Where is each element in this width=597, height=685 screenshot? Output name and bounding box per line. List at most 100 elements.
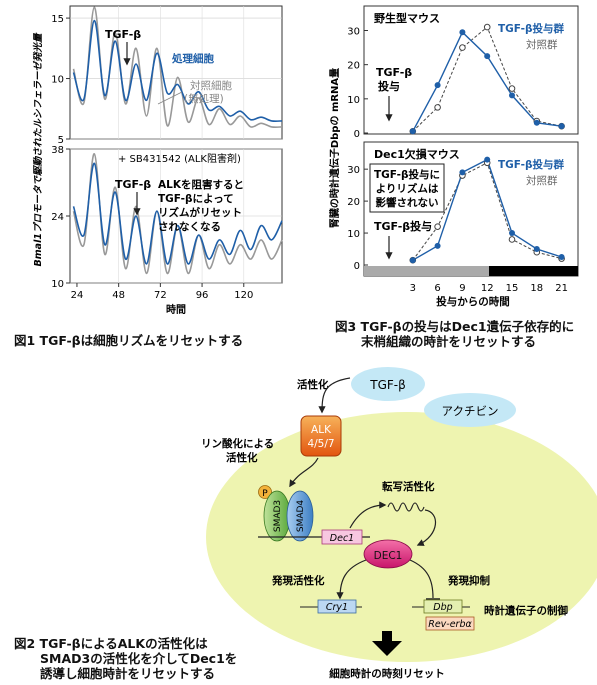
fig2-tgf-label: TGF-β (369, 378, 406, 392)
fig2-transcription-label: 転写活性化 (382, 480, 435, 493)
fig1-note: ALKを阻害すると TGF-βによって リズムがリセット されなくなる (158, 178, 244, 233)
fig2-alk-label-1: ALK (311, 424, 332, 436)
fig3-treated-point (533, 119, 540, 126)
fig1-y-tick-label: 38 (51, 145, 64, 156)
fig2-caption-line-1: 図2 TGF-βによるALKの活性化は (14, 636, 208, 651)
fig3-control-point (459, 44, 466, 51)
fig3-y-tick-label: 20 (347, 61, 360, 72)
fig2-dec1-gene-label: Dec1 (330, 533, 354, 544)
fig1-inhibitor-label: + SB431542 (ALK阻害剤) (118, 152, 241, 165)
fig1-legend-control-1: 対照細胞 (190, 79, 232, 92)
fig2-smad4-label: SMAD4 (296, 500, 306, 533)
fig1-caption: 図1 TGF-βは細胞リズムをリセットする (14, 333, 244, 348)
fig1-x-tick-label: 48 (112, 290, 125, 301)
fig3-treated-point (409, 128, 416, 135)
fig1-top-tgf-label: TGF-β (105, 28, 141, 41)
fig3-y-tick-label: 0 (354, 129, 360, 140)
fig3-treated-point (434, 242, 441, 249)
fig2-smad4 (286, 490, 314, 542)
fig3-treated-point (434, 82, 441, 89)
fig2-dec1-protein-label: DEC1 (374, 550, 403, 562)
fig2-clock-control-label: 時計遺伝子の制御 (484, 604, 568, 617)
fig3-treated-point (509, 92, 515, 99)
fig2-ligand-arrow (318, 377, 351, 414)
fig3-y-tick-label: 0 (354, 261, 360, 272)
fig1-y-tick-label: 10 (51, 75, 64, 86)
fig2-phospho-mark (258, 485, 272, 499)
fig3-control-point (434, 223, 441, 230)
fig1-legend-control-leader (157, 91, 183, 105)
fig3-x-tick-label: 18 (530, 283, 543, 294)
fig2-transcription-arrow (349, 501, 387, 529)
fig3-note-line-3: 影響されない (376, 196, 439, 209)
fig1-bottom-series (72, 152, 283, 275)
fig1-ylabel: Bmal1プロモータで駆動されたルシフェラーゼ発光量 (32, 32, 44, 266)
fig2-dbp-box (423, 599, 463, 614)
fig1-x-tick-label: 72 (154, 290, 167, 301)
fig3-y-tick-label: 10 (347, 229, 360, 240)
fig3-treated-point (509, 230, 515, 237)
fig3-top-title: 野生型マウス (374, 11, 440, 25)
fig3-caption-line-1: 図3 TGF-βの投与はDec1遺伝子依存的に (335, 319, 575, 334)
fig2-cry1-label: Cry1 (326, 602, 348, 613)
fig3-top-panel-frame (363, 5, 579, 135)
fig3-ylabel: 腎臓の時計遺伝子Dbpの mRNA量 (328, 68, 341, 228)
fig1-y-tick-label: 15 (51, 14, 64, 25)
fig1-top-grid (70, 6, 282, 140)
fig1: Bmal1プロモータで駆動されたルシフェラーゼ発光量 5 10 15 TGF-β 処… (32, 5, 283, 316)
fig2-smad3-label: SMAD3 (273, 500, 283, 532)
fig3-treated-point (558, 254, 565, 261)
fig2-dec1-protein (363, 539, 413, 569)
fig3-light-phase-bar (364, 266, 489, 276)
fig2-rev-box (425, 616, 475, 631)
fig2-activin-label: アクチビン (442, 404, 499, 418)
fig2-repression-line (409, 559, 434, 599)
fig2-caption-line-2: SMAD3の活性化を介してDec1を (40, 651, 238, 666)
fig1-top-series (72, 6, 283, 128)
fig1-series-line (72, 6, 283, 128)
fig1-xlabel: 時間 (166, 303, 186, 316)
fig3-bottom-dose: TGF-β投与 (374, 219, 432, 233)
fig3-top-y-ticks: 0 10 20 30 (347, 27, 368, 140)
fig1-series-line (72, 19, 283, 122)
fig2-tgf-bubble (351, 367, 425, 401)
fig3-bottom-legend-control: 対照群 (526, 174, 558, 187)
fig1-note-line-3: リズムがリセット (158, 206, 242, 219)
fig3-top-series (409, 23, 565, 135)
fig1-note-line-1: ALKを阻害すると (158, 178, 244, 191)
fig2-alk-label-2: 4/5/7 (307, 438, 334, 450)
fig2-alk-to-smad-arrow (289, 457, 319, 488)
fig2-activation-arrow (336, 559, 367, 600)
fig3-y-tick-label: 30 (347, 27, 360, 38)
fig1-series-line (72, 162, 283, 265)
fig1-bottom-tgf-label: TGF-β (115, 178, 151, 191)
fig2-cell (206, 412, 597, 662)
fig3-note-line-2: よりリズムは (376, 182, 439, 195)
fig1-note-line-2: TGF-βによって (158, 193, 234, 205)
fig1-x-tick-label: 24 (71, 290, 84, 301)
fig2-caption: 図2 TGF-βによるALKの活性化は SMAD3の活性化を介してDec1を 誘… (14, 636, 237, 681)
fig3-x-tick-label: 12 (481, 283, 494, 294)
fig2-expr-repression-label: 発現抑制 (447, 574, 490, 587)
fig3-note-line-1: TGF-β投与に (374, 168, 440, 181)
fig3-bottom-title: Dec1欠損マウス (374, 147, 460, 161)
fig2-translation-arrow (416, 509, 436, 546)
fig1-bottom-y-ticks: 10 24 38 (51, 145, 70, 290)
fig1-legend-treated: 処理細胞 (171, 52, 214, 65)
fig2-dbp-label: Dbp (433, 602, 452, 613)
fig3-top-dose-2: 投与 (378, 79, 400, 93)
fig2-phos-label-2: 活性化 (226, 451, 258, 464)
fig1-y-tick-label: 24 (51, 212, 64, 223)
fig3-treated-point (484, 53, 491, 60)
fig3-bottom-y-ticks: 0 10 20 30 (347, 165, 368, 272)
fig1-series-line (72, 152, 283, 275)
fig3-top-legend-treated: TGF-β投与群 (498, 22, 565, 35)
fig3-treated-point (484, 156, 491, 163)
fig3-top-dose-1: TGF-β (376, 66, 412, 79)
fig3-treated-point (409, 257, 416, 264)
fig2-activin-bubble (424, 393, 516, 427)
fig3-control-point (508, 85, 516, 92)
fig1-y-tick-label: 5 (58, 135, 64, 146)
fig2-caption-line-3: 誘導し細胞時計をリセットする (40, 666, 216, 681)
